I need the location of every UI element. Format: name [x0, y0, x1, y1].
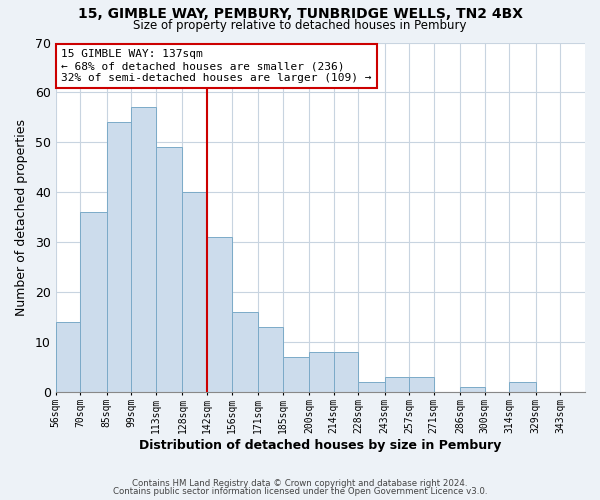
X-axis label: Distribution of detached houses by size in Pembury: Distribution of detached houses by size …	[139, 440, 502, 452]
Bar	[182, 192, 207, 392]
Bar	[409, 377, 434, 392]
Text: Contains public sector information licensed under the Open Government Licence v3: Contains public sector information licen…	[113, 487, 487, 496]
Bar	[309, 352, 334, 392]
Bar	[385, 377, 409, 392]
Bar	[358, 382, 385, 392]
Bar	[232, 312, 258, 392]
Text: 15 GIMBLE WAY: 137sqm
← 68% of detached houses are smaller (236)
32% of semi-det: 15 GIMBLE WAY: 137sqm ← 68% of detached …	[61, 50, 371, 82]
Bar	[131, 108, 156, 392]
Bar	[107, 122, 131, 392]
Bar	[156, 148, 182, 392]
Bar	[207, 237, 232, 392]
Text: Size of property relative to detached houses in Pembury: Size of property relative to detached ho…	[133, 18, 467, 32]
Bar	[80, 212, 107, 392]
Bar	[460, 387, 485, 392]
Y-axis label: Number of detached properties: Number of detached properties	[15, 118, 28, 316]
Text: 15, GIMBLE WAY, PEMBURY, TUNBRIDGE WELLS, TN2 4BX: 15, GIMBLE WAY, PEMBURY, TUNBRIDGE WELLS…	[77, 8, 523, 22]
Bar	[258, 327, 283, 392]
Bar	[509, 382, 536, 392]
Bar	[283, 357, 309, 392]
Bar	[56, 322, 80, 392]
Bar	[334, 352, 358, 392]
Text: Contains HM Land Registry data © Crown copyright and database right 2024.: Contains HM Land Registry data © Crown c…	[132, 478, 468, 488]
